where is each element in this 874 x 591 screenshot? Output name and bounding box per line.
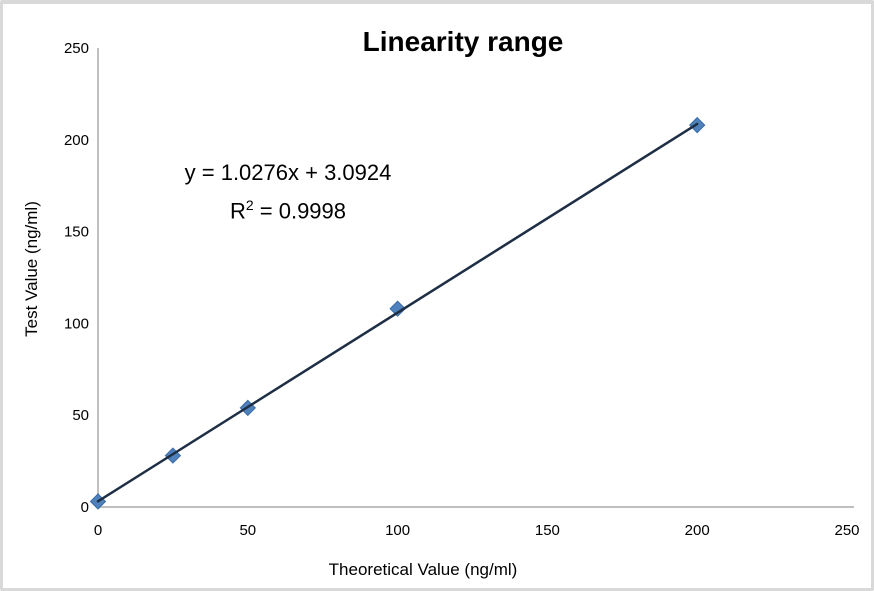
data-point-marker [389, 300, 406, 317]
x-tick-label: 100 [385, 522, 410, 539]
x-tick-label: 0 [94, 522, 102, 539]
y-axis-title: Test Value (ng/ml) [22, 201, 41, 337]
x-tick-label: 50 [239, 522, 256, 539]
x-tick-label: 150 [535, 522, 560, 539]
plot-area: 0 50 100 150 200 250 0 50 100 150 200 250 [64, 40, 860, 539]
r-squared-line: R2 = 0.9998 [229, 197, 347, 224]
equation-line: y = 1.0276x + 3.0924 [184, 160, 392, 185]
y-tick-label: 150 [64, 224, 89, 241]
x-axis-title: Theoretical Value (ng/ml) [328, 560, 518, 579]
y-tick-label: 50 [72, 407, 89, 424]
trendline [96, 122, 699, 503]
y-tick-label: 100 [64, 315, 89, 332]
chart-title: Linearity range [362, 26, 564, 57]
y-tick-label: 0 [81, 499, 89, 516]
y-tick-label: 200 [64, 132, 89, 149]
x-tick-label: 200 [685, 522, 710, 539]
y-tick-label: 250 [64, 40, 89, 57]
x-tick-label: 250 [834, 522, 859, 539]
trendline-equation-label: y = 1.0276x + 3.0924 R2 = 0.9998 [185, 156, 392, 227]
